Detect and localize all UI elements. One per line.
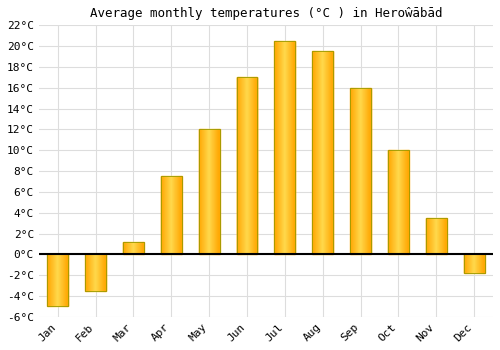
Bar xyxy=(198,130,220,254)
Bar xyxy=(85,254,106,291)
Bar xyxy=(48,254,68,306)
Bar xyxy=(388,150,409,254)
Bar xyxy=(350,88,371,254)
Bar xyxy=(312,51,333,254)
Bar xyxy=(161,176,182,254)
Bar xyxy=(426,218,446,254)
Bar xyxy=(123,242,144,254)
Bar xyxy=(236,77,258,254)
Title: Average monthly temperatures (°C ) in Heroŵābād: Average monthly temperatures (°C ) in He… xyxy=(90,7,442,20)
Bar xyxy=(274,41,295,254)
Bar xyxy=(464,254,484,273)
